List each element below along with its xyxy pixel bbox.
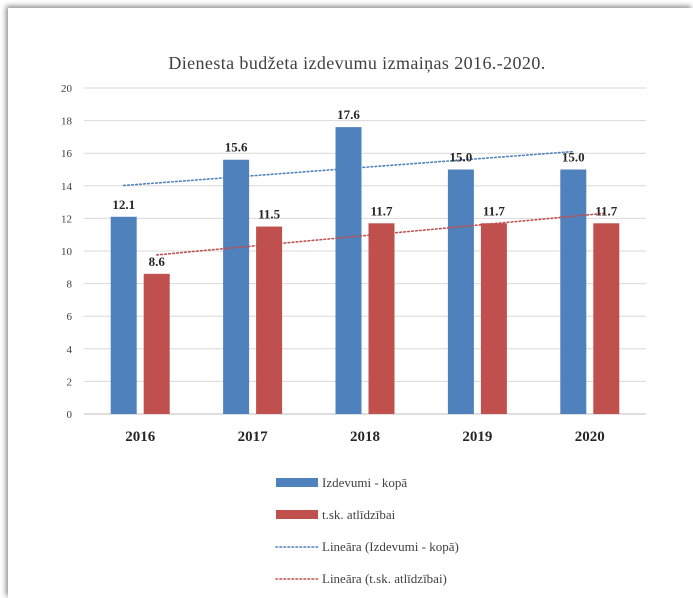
legend-swatch (276, 510, 318, 519)
chart-title: Dienesta budžeta izdevumu izmaiņas 2016.… (168, 53, 545, 73)
trendline (155, 212, 608, 256)
bar (110, 216, 137, 414)
data-label: 8.6 (149, 254, 166, 269)
bar (368, 223, 395, 414)
bar (256, 226, 283, 414)
y-tick-label: 14 (61, 181, 73, 193)
bar (143, 273, 170, 414)
y-tick-label: 4 (67, 344, 73, 356)
x-tick-label: 2020 (575, 429, 605, 445)
x-tick-label: 2016 (125, 429, 156, 445)
data-label: 11.7 (483, 203, 506, 218)
data-label: 15.0 (450, 150, 473, 165)
y-tick-label: 20 (61, 83, 73, 95)
data-label: 15.0 (562, 150, 585, 165)
legend-label: t.sk. atlīdzībai (322, 507, 396, 522)
y-tick-label: 16 (61, 148, 73, 160)
data-label: 12.1 (112, 197, 135, 212)
trendline (122, 150, 575, 187)
legend-swatch (276, 478, 318, 487)
data-label: 11.7 (595, 203, 618, 218)
y-tick-label: 10 (61, 246, 73, 258)
chart-panel: Dienesta budžeta izdevumu izmaiņas 2016.… (8, 8, 693, 598)
x-tick-label: 2018 (350, 429, 380, 445)
bar (335, 127, 362, 415)
data-label: 11.7 (370, 203, 393, 218)
bar (560, 169, 587, 414)
y-tick-label: 8 (67, 279, 73, 291)
data-label: 15.6 (225, 140, 248, 155)
bar (593, 223, 620, 414)
y-tick-label: 18 (61, 116, 73, 128)
y-tick-label: 6 (67, 311, 73, 323)
y-tick-label: 0 (67, 409, 73, 421)
bar (480, 223, 507, 414)
legend-label: Lineāra (Izdevumi - kopā) (322, 539, 459, 554)
y-tick-label: 12 (61, 213, 72, 225)
x-tick-label: 2017 (238, 429, 269, 445)
legend-label: Izdevumi - kopā (322, 475, 407, 490)
data-label: 17.6 (337, 107, 360, 122)
data-label: 11.5 (258, 207, 281, 222)
legend-label: Lineāra (t.sk. atlīdzībai) (322, 571, 447, 586)
y-tick-label: 2 (67, 376, 73, 388)
bar (223, 159, 250, 414)
bar-chart: Dienesta budžeta izdevumu izmaiņas 2016.… (61, 53, 646, 586)
bar (447, 169, 474, 414)
x-tick-label: 2019 (462, 429, 492, 445)
